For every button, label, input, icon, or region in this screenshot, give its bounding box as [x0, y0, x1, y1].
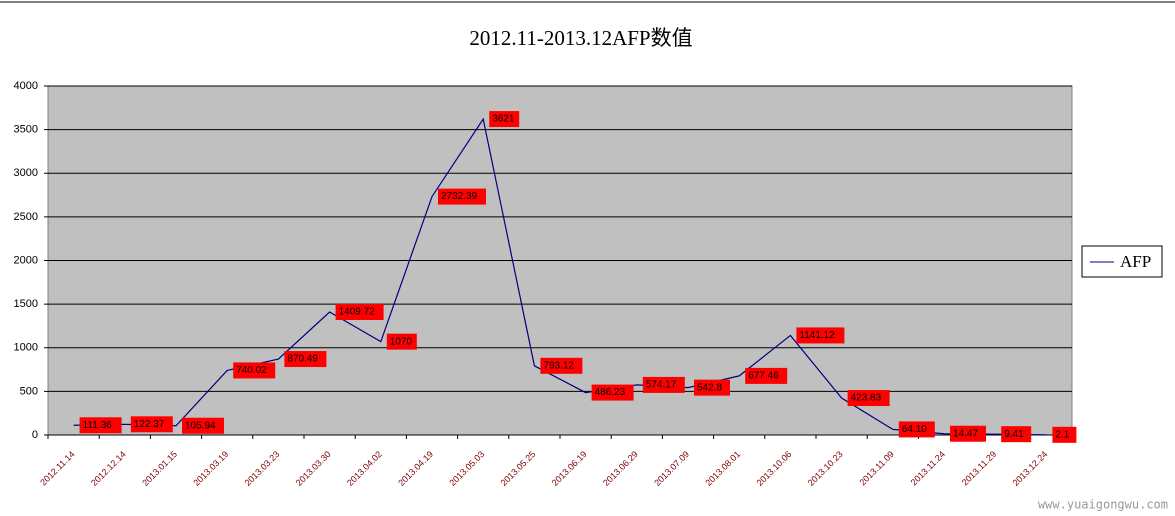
data-label: 14.47: [953, 428, 978, 439]
data-label-box: [950, 425, 986, 442]
data-label-box: [642, 376, 685, 393]
data-label: 423.83: [851, 393, 882, 404]
data-label: 870.49: [287, 354, 318, 365]
data-label: 486.23: [595, 387, 626, 398]
data-label-box: [284, 351, 327, 368]
y-tick-label: 500: [20, 385, 38, 397]
data-label: 122.37: [134, 419, 165, 430]
data-label-box: [130, 416, 173, 433]
data-label: 542.8: [697, 382, 722, 393]
data-label: 677.46: [748, 371, 779, 382]
data-label-box: [79, 417, 122, 434]
data-label-box: [591, 384, 634, 401]
data-label: 64.10: [902, 424, 927, 435]
data-label-box: [796, 327, 845, 344]
data-label-box: [335, 304, 384, 321]
data-label: 2732.39: [441, 191, 478, 202]
y-tick-label: 3500: [14, 124, 38, 136]
y-tick-label: 2000: [14, 254, 38, 266]
y-tick-label: 1000: [14, 342, 38, 354]
data-label: 105.94: [185, 420, 216, 431]
data-label-box: [386, 333, 417, 350]
y-tick-label: 4000: [14, 80, 38, 92]
y-tick-label: 3000: [14, 167, 38, 179]
data-label: 3621: [492, 114, 515, 125]
data-label: 574.17: [646, 380, 677, 391]
data-label-box: [898, 421, 935, 438]
data-label: 793.12: [543, 360, 574, 371]
y-tick-label: 0: [32, 429, 38, 441]
data-label-box: [1052, 426, 1077, 443]
watermark: www.yuaigongwu.com: [1038, 498, 1168, 512]
data-label: 740.02: [236, 365, 267, 376]
data-label-box: [438, 188, 486, 205]
data-label: 2.1: [1055, 429, 1069, 440]
chart-title: 2012.11-2013.12AFP数值: [469, 26, 692, 50]
data-label: 111.36: [83, 420, 113, 431]
data-label-box: [182, 417, 224, 434]
data-label-box: [847, 390, 890, 407]
data-label: 1141.12: [799, 330, 835, 341]
data-label-box: [233, 362, 276, 379]
data-label-box: [745, 367, 788, 384]
data-label: 1409.72: [339, 307, 376, 318]
y-tick-label: 1500: [14, 298, 38, 310]
y-tick-label: 2500: [14, 211, 38, 223]
legend-label: AFP: [1120, 252, 1151, 271]
data-label-box: [1001, 426, 1032, 443]
data-label-box: [540, 357, 583, 374]
data-label-box: [489, 111, 520, 128]
data-label: 9.41: [1004, 429, 1024, 440]
data-label: 1070: [390, 336, 413, 347]
data-label-box: [694, 379, 730, 396]
